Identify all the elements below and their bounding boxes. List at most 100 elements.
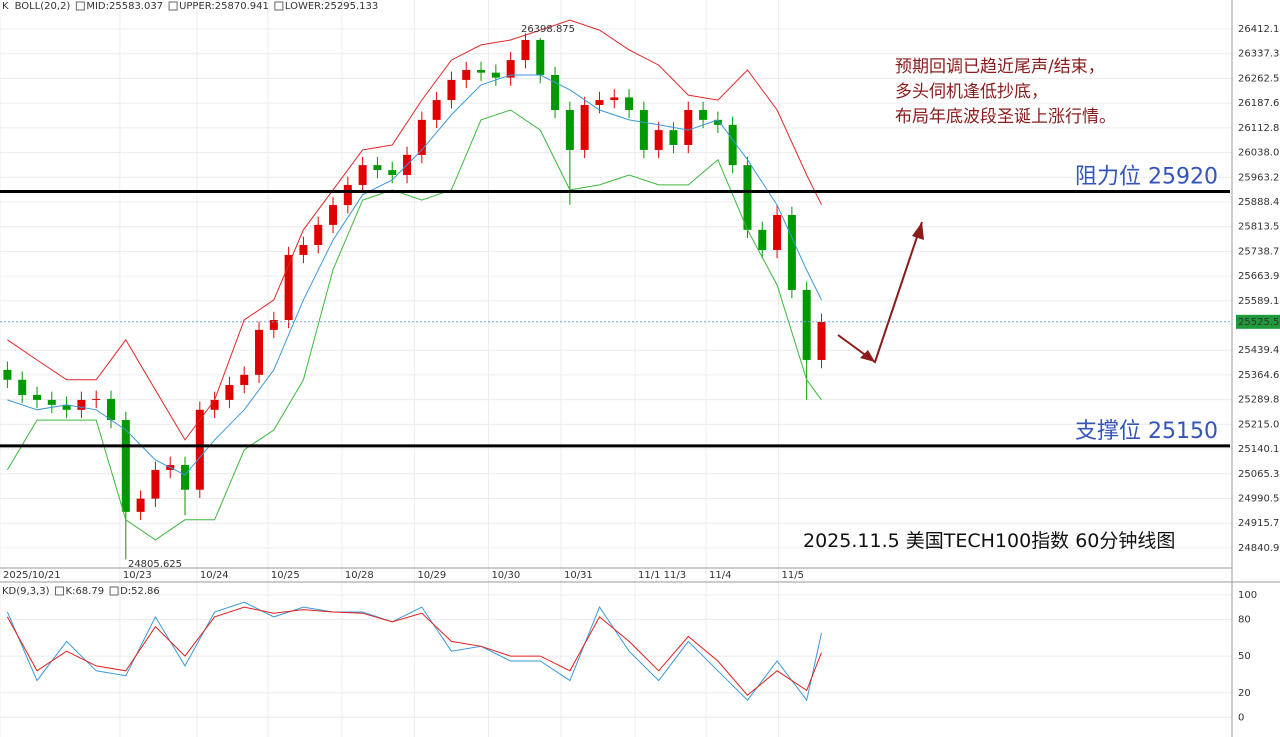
y-tick-label: 20 — [1238, 688, 1251, 699]
y-tick-label: 26187.69 — [1238, 98, 1280, 109]
series-line — [6, 601, 822, 702]
candle-body — [210, 399, 219, 410]
candle-body — [536, 39, 545, 75]
candle-body — [373, 165, 382, 171]
y-tick-label: 25439.48 — [1238, 345, 1280, 356]
candle-body — [713, 119, 722, 125]
y-tick-label: 50 — [1238, 651, 1251, 662]
y-tick-label: 24990.54 — [1238, 493, 1280, 504]
x-tick-label: 10/28 — [345, 570, 374, 581]
series-line — [7, 19, 822, 441]
series-line — [6, 109, 822, 541]
y-tick-label: 25364.65 — [1238, 370, 1280, 381]
y-tick-label: 25888.41 — [1238, 197, 1280, 208]
last-price-tag — [1236, 314, 1280, 329]
candle-body — [299, 245, 308, 255]
legend-entry: UPPER:25870.941 — [179, 1, 269, 12]
candle-body — [580, 105, 589, 150]
candle-body — [388, 170, 397, 176]
annotation: 预期回调已趋近尾声/结束， — [895, 57, 1105, 77]
arrow-head — [860, 350, 875, 362]
x-tick-label: 11/1 11/3 — [638, 570, 686, 581]
grid-layer — [0, 0, 1232, 737]
caption: 2025.11.5 美国TECH100指数 60分钟线图 — [803, 530, 1175, 552]
candle-body — [62, 404, 71, 410]
y-tick-label: 26412.16 — [1238, 24, 1280, 35]
candle-body — [417, 119, 426, 155]
y-tick-label: 26112.87 — [1238, 123, 1280, 134]
last-price-label: 25525.50 — [1238, 317, 1280, 328]
y-tick-label: 80 — [1238, 614, 1251, 625]
y-tick-label: 25289.83 — [1238, 395, 1280, 406]
candle-body — [639, 109, 648, 150]
x-tick-label: 2025/10/21 — [3, 570, 61, 581]
candle-body — [343, 184, 352, 206]
y-tick-label: 0 — [1238, 712, 1244, 723]
candle-body — [728, 124, 737, 166]
candle-body — [491, 72, 500, 78]
y-tick-label: 26038.05 — [1238, 148, 1280, 159]
x-tick-label: 11/4 — [709, 570, 731, 581]
x-tick-label: 10/31 — [564, 570, 593, 581]
y-tick-label: 25065.36 — [1238, 469, 1280, 480]
y-tick-label: 26262.52 — [1238, 73, 1280, 84]
arrow-head — [912, 222, 924, 240]
candle-body — [565, 109, 574, 150]
y-tick-label: 25589.12 — [1238, 296, 1280, 307]
legend-indicator: BOLL(20,2) — [15, 1, 71, 12]
candle-body — [802, 289, 811, 360]
candle-body — [551, 74, 560, 110]
y-tick-label: 25813.59 — [1238, 222, 1280, 233]
legend-checkbox — [55, 586, 65, 596]
legend-indicator: KD(9,3,3) — [2, 586, 50, 597]
candle-body — [787, 214, 796, 290]
x-tick-label: 10/25 — [271, 570, 300, 581]
candle-body — [817, 321, 826, 360]
candle-body — [654, 130, 663, 150]
x-tick-label: 10/30 — [491, 570, 520, 581]
candle-body — [595, 100, 604, 106]
candle-body — [506, 60, 515, 78]
x-tick-label: 10/29 — [417, 570, 446, 581]
legend-entry: LOWER:25295.133 — [285, 1, 378, 12]
annotation: 布局年底波段圣诞上涨行情。 — [895, 107, 1116, 127]
y-tick-label: 24840.90 — [1238, 543, 1280, 554]
y-tick-label: 25140.19 — [1238, 444, 1280, 455]
legend-checkbox — [75, 1, 85, 11]
legend-checkbox — [274, 1, 284, 11]
candle-body — [625, 97, 634, 110]
candle-body — [477, 70, 486, 73]
candle-body — [521, 39, 530, 61]
y-tick-label: 25738.76 — [1238, 246, 1280, 257]
legend-entry: D:52.86 — [120, 586, 160, 597]
overlay-layer: 26412.16 26337.34 26262.52 26187.69 26112.87… — [2, 1, 1280, 723]
candle-body — [151, 469, 160, 499]
series-line — [6, 606, 822, 696]
candle-body — [684, 109, 693, 145]
candle-body — [758, 229, 767, 250]
candle-body — [121, 420, 130, 512]
candle-body — [284, 254, 293, 320]
candle-body — [447, 79, 456, 101]
candle-body — [314, 224, 323, 246]
candle-body — [33, 394, 42, 400]
candle-body — [432, 100, 441, 120]
legend-prefix: K — [2, 1, 9, 12]
x-tick-label: 10/23 — [123, 570, 152, 581]
candle-body — [269, 319, 278, 330]
candle-body — [136, 498, 145, 512]
candle-body — [77, 399, 86, 410]
candle-body — [773, 214, 782, 250]
y-tick-label: 25963.23 — [1238, 172, 1280, 183]
candle-body — [18, 379, 27, 395]
candle-body — [3, 369, 12, 380]
level-label: 阻力位 25920 — [1075, 165, 1218, 190]
candle-body — [181, 464, 190, 490]
level-label: 支撑位 25150 — [1075, 419, 1218, 444]
candle-body — [358, 165, 367, 185]
candle-body — [255, 329, 264, 375]
series-line — [7, 74, 822, 476]
marks-layer — [0, 19, 1232, 702]
